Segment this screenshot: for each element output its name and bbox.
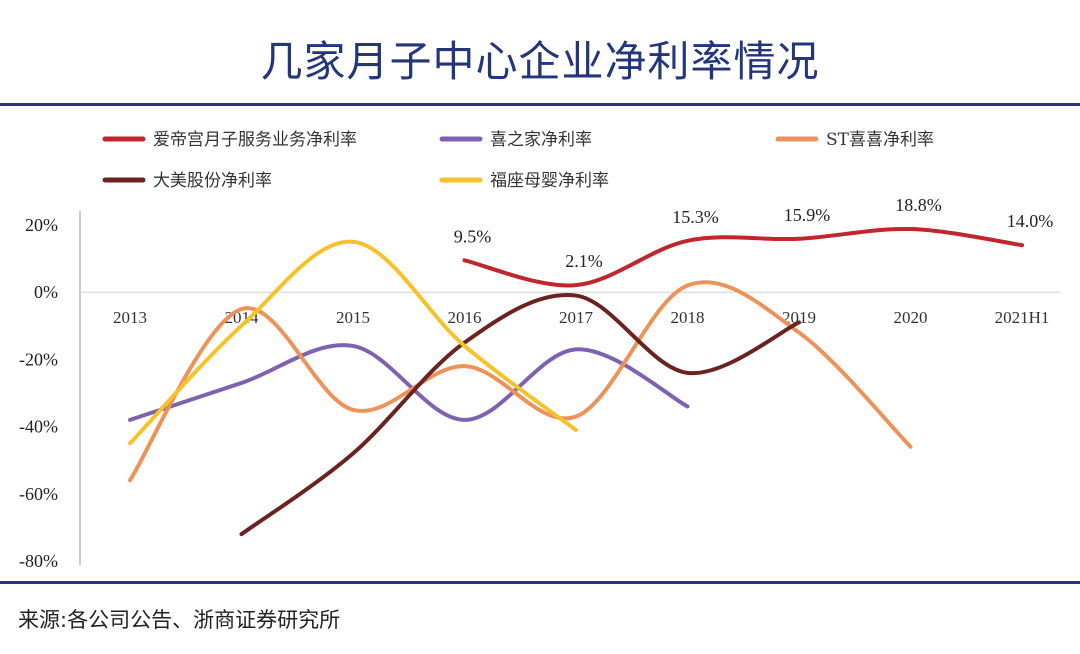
- legend-item: 爱帝宫月子服务业务净利率: [102, 130, 357, 150]
- legend-label: ST喜喜净利率: [826, 130, 934, 150]
- legend-label: 大美股份净利率: [153, 171, 272, 191]
- legend-label: 爱帝宫月子服务业务净利率: [153, 130, 357, 150]
- data-label: 15.3%: [672, 207, 719, 227]
- page-title: 几家月子中心企业净利率情况: [260, 37, 820, 86]
- series-line: [462, 226, 1024, 288]
- y-tick-label: -20%: [19, 349, 58, 369]
- y-tick-label: -40%: [19, 417, 58, 437]
- data-label: 14.0%: [1007, 211, 1054, 231]
- y-axis-ticks: 20% 0% -20% -40% -60% -80%: [19, 215, 58, 571]
- y-tick-label: 0%: [34, 282, 58, 302]
- footer-rule: [0, 581, 1080, 584]
- legend-item: 大美股份净利率: [102, 171, 272, 191]
- series-line: [128, 239, 578, 446]
- x-tick-label: 2018: [671, 308, 705, 327]
- series-line: [128, 343, 690, 422]
- series-lines: [128, 226, 1024, 537]
- legend-label: 福座母婴净利率: [490, 171, 609, 191]
- data-labels: 9.5% 2.1% 15.3% 15.9% 18.8% 14.0%: [454, 195, 1054, 271]
- source-note: 来源:各公司公告、浙商证券研究所: [18, 608, 341, 632]
- header-rule: [0, 103, 1080, 106]
- y-tick-label: -80%: [19, 551, 58, 571]
- legend-label: 喜之家净利率: [490, 130, 592, 150]
- x-axis-ticks: 2013 2014 2015 2016 2017 2018 2019 2020 2021H1: [113, 308, 1049, 327]
- x-tick-label: 2017: [559, 308, 594, 327]
- y-tick-label: -60%: [19, 484, 58, 504]
- y-tick-label: 20%: [25, 215, 58, 235]
- x-tick-label: 2015: [336, 308, 370, 327]
- x-tick-label: 2020: [894, 308, 928, 327]
- x-tick-label: 2016: [448, 308, 482, 327]
- legend-item: ST喜喜净利率: [775, 130, 934, 150]
- x-tick-label: 2019: [782, 308, 816, 327]
- x-tick-label: 2021H1: [995, 308, 1050, 327]
- x-tick-label: 2013: [113, 308, 147, 327]
- legend-item: 福座母婴净利率: [439, 171, 609, 191]
- series-line: [128, 280, 913, 483]
- legend-item: 喜之家净利率: [439, 130, 592, 150]
- data-label: 9.5%: [454, 226, 492, 246]
- data-label: 2.1%: [565, 251, 603, 271]
- data-label: 15.9%: [784, 205, 831, 225]
- data-label: 18.8%: [895, 195, 942, 215]
- series-line: [239, 292, 801, 537]
